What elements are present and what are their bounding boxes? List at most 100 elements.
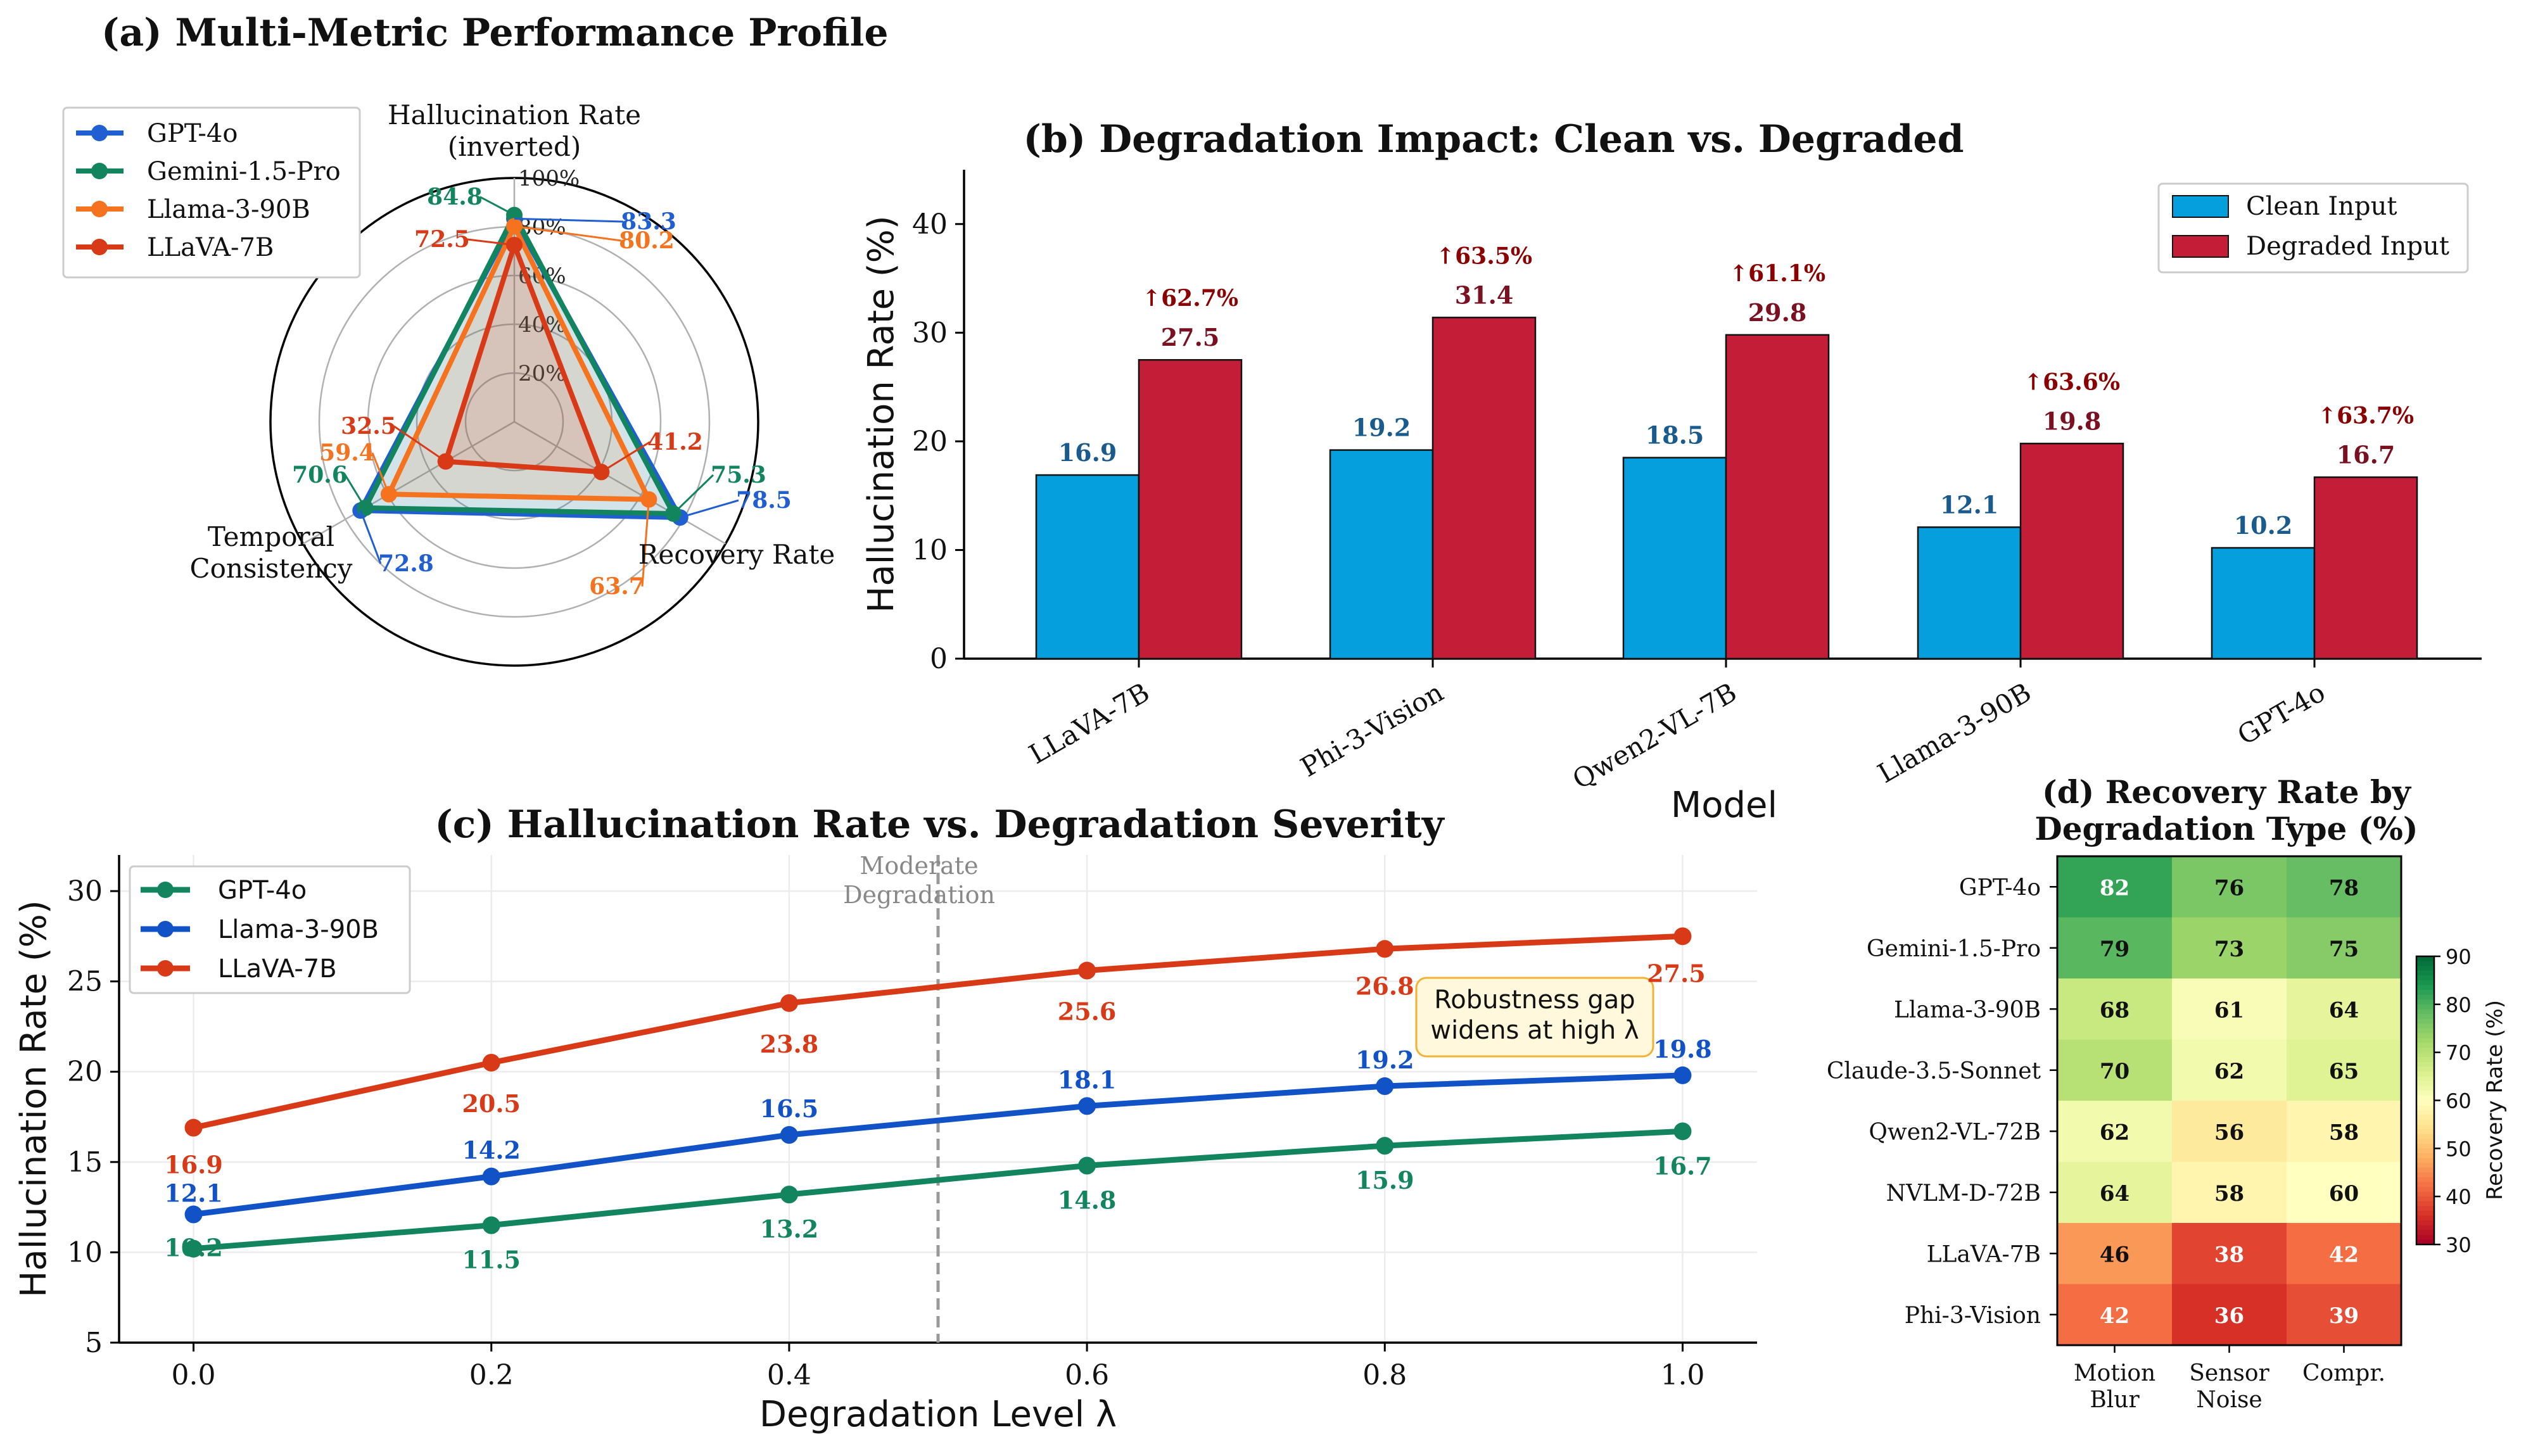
bar-value-label: 27.5 <box>1161 323 1220 351</box>
line-y-tick-label: 25 <box>67 966 103 998</box>
line-y-tick-label: 30 <box>67 875 103 908</box>
heatmap-cell-value: 46 <box>2100 1242 2129 1267</box>
colorbar-segment <box>2416 1225 2434 1231</box>
radar-value-label: 84.8 <box>427 184 483 210</box>
line-point <box>184 1239 203 1258</box>
colorbar-segment <box>2416 1163 2434 1168</box>
line-value-label: 10.2 <box>164 1234 223 1262</box>
colorbar-segment <box>2416 1076 2434 1082</box>
heatmap-cell <box>2057 917 2172 978</box>
colorbar-segment <box>2416 1072 2434 1077</box>
heatmap-column-label: Compr. <box>2302 1360 2385 1386</box>
line-y-axis-title: Hallucination Rate (%) <box>13 900 54 1297</box>
colorbar-segment <box>2416 1014 2434 1020</box>
colorbar-segment <box>2416 1052 2434 1058</box>
colorbar-segment <box>2416 1057 2434 1063</box>
line-value-label: 18.1 <box>1058 1065 1117 1094</box>
heatmap-cell <box>2172 1223 2287 1284</box>
robustness-gap-annotation-box <box>1415 977 1654 1058</box>
line-point <box>1376 1137 1394 1155</box>
bar-degraded <box>1138 358 1243 660</box>
radar-label-arrow <box>514 225 622 242</box>
heatmap-cell-value: 65 <box>2329 1059 2359 1084</box>
line-series <box>193 1128 1683 1252</box>
heatmap-cell-value: 75 <box>2329 937 2359 962</box>
heatmap-cell <box>2287 1039 2401 1101</box>
line-value-label: 16.7 <box>1653 1151 1712 1180</box>
bar-increase-label: ↑61.1% <box>1729 260 1825 287</box>
line-y-tick-label: 10 <box>67 1236 103 1269</box>
radar-value-label: 78.5 <box>736 487 792 514</box>
line-point <box>1673 1122 1692 1141</box>
radar-value-label: 75.3 <box>711 462 766 488</box>
heatmap-cell <box>2057 1284 2172 1345</box>
line-value-label: 14.8 <box>1058 1186 1117 1215</box>
line-value-label: 16.9 <box>164 1151 223 1179</box>
heatmap-cell <box>2287 1162 2401 1223</box>
colorbar-segment <box>2416 1187 2434 1193</box>
heatmap-cell <box>2287 917 2401 978</box>
bar-y-axis-title: Hallucination Rate (%) <box>861 215 902 612</box>
heatmap-row-label: Gemini-1.5-Pro <box>1867 936 2041 962</box>
heatmap-cell-value: 76 <box>2214 875 2244 901</box>
colorbar-tick-label: 30 <box>2446 1233 2472 1257</box>
bar-value-label: 19.8 <box>2043 407 2102 435</box>
heatmap-cell-value: 82 <box>2100 875 2129 901</box>
radar-value-label: 72.8 <box>378 550 434 577</box>
colorbar-segment <box>2416 1196 2434 1202</box>
heatmap-cell <box>2172 1101 2287 1162</box>
bar-clean <box>1329 449 1434 660</box>
moderate-degradation-label: Moderate Degradation <box>843 852 995 909</box>
line-value-label: 19.8 <box>1653 1035 1712 1063</box>
radar-label-arrow <box>479 196 515 216</box>
colorbar-segment <box>2416 1115 2434 1120</box>
colorbar-segment <box>2416 1153 2434 1159</box>
line-series <box>193 1072 1683 1217</box>
heatmap-cell-value: 64 <box>2100 1181 2129 1206</box>
colorbar-segment <box>2416 1124 2434 1130</box>
heatmap-row-label: NVLM-D-72B <box>1886 1181 2041 1206</box>
bar-degraded <box>2313 476 2418 660</box>
legend-label: LLaVA-7B <box>218 954 337 984</box>
panel-b-title: (b) Degradation Impact: Clean vs. Degrad… <box>1023 117 1964 161</box>
line-x-tick-label: 1.0 <box>1660 1359 1704 1391</box>
heatmap-cell <box>2057 856 2172 918</box>
heatmap-cell <box>2172 1284 2287 1345</box>
heatmap-cell-value: 78 <box>2329 875 2359 901</box>
bar-increase-label: ↑63.5% <box>1436 243 1532 269</box>
heatmap-cell-value: 58 <box>2214 1181 2244 1206</box>
bar-value-label: 16.9 <box>1058 438 1117 467</box>
colorbar-segment <box>2416 1206 2434 1212</box>
panel-a-radar: 20%40%60%80%100% 83.378.572.884.875.370.… <box>62 99 835 667</box>
legend-marker <box>157 921 174 937</box>
legend-marker <box>91 125 108 141</box>
line-x-tick-label: 0.2 <box>469 1359 514 1391</box>
colorbar-segment <box>2416 1143 2434 1149</box>
colorbar-segment <box>2416 1210 2434 1217</box>
line-x-axis-title: Degradation Level λ <box>759 1394 1117 1435</box>
colorbar-tick-label: 70 <box>2446 1041 2472 1065</box>
line-value-label: 13.2 <box>760 1215 819 1243</box>
colorbar-segment <box>2416 1086 2434 1092</box>
radar-label-arrow <box>393 425 447 462</box>
heatmap-cell-value: 70 <box>2100 1059 2129 1084</box>
line-point <box>482 1167 500 1186</box>
heatmap-cell <box>2057 1101 2172 1162</box>
radar-label-arrow <box>514 217 624 223</box>
legend-swatch <box>2172 235 2229 258</box>
colorbar-segment <box>2416 1067 2434 1072</box>
colorbar-segment <box>2416 1023 2434 1029</box>
bar-degraded <box>1431 317 1537 660</box>
radar-radial-tick: 100% <box>518 166 580 191</box>
heatmap-cell <box>2057 1162 2172 1223</box>
heatmap-cell-value: 79 <box>2100 937 2129 962</box>
bar-clean <box>2211 547 2316 660</box>
line-value-label: 15.9 <box>1355 1166 1414 1194</box>
bar-legend: Clean Input Degraded Input <box>2157 182 2469 274</box>
colorbar-tick-label: 80 <box>2446 993 2472 1017</box>
colorbar-segment <box>2416 1148 2434 1154</box>
heatmap-row-label: GPT-4o <box>1959 875 2041 901</box>
line-y-tick-label: 20 <box>67 1056 103 1088</box>
radar-label-arrow <box>467 238 515 246</box>
heatmap-cell <box>2287 1223 2401 1284</box>
